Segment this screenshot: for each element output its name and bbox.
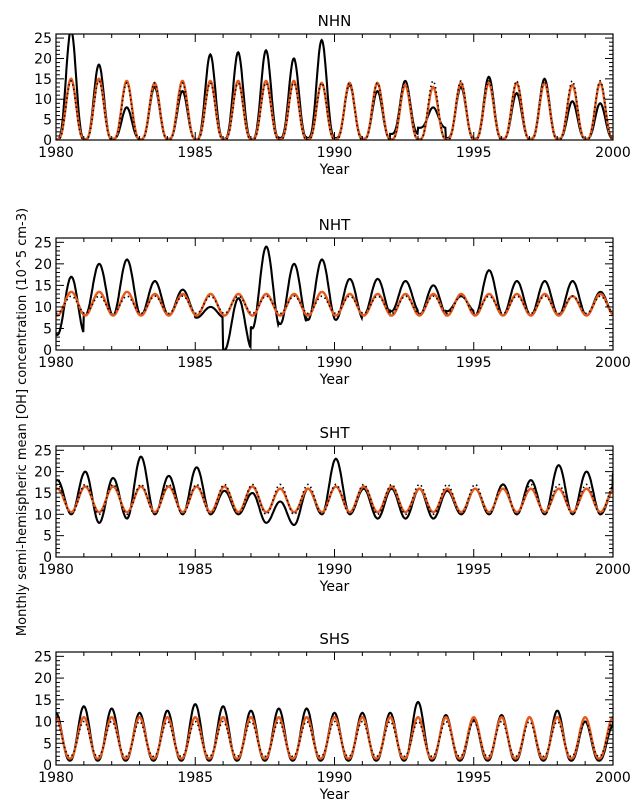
x-axis-label: Year [319,372,350,388]
panel-0: NHN 1980 1985 1990 1995 2000 0 5 10 15 20 25 Year [34,12,631,178]
y-tick-label: 15 [34,693,52,709]
axes-frame [55,237,614,351]
x-tick-label: 1985 [177,562,213,578]
y-tick-label: 5 [43,113,52,129]
y-tick-label: 10 [34,300,52,316]
y-tick-label: 10 [34,507,52,523]
series-line-0 [56,245,613,350]
y-tick-label: 5 [43,736,52,752]
y-tick-label: 15 [34,72,52,88]
x-tick-label: 1995 [456,770,492,786]
x-tick-label: 1980 [38,562,74,578]
x-tick-label: 1990 [317,355,353,371]
panel-title: SHT [320,424,351,442]
x-tick-label: 2000 [595,145,631,161]
y-tick-label: 20 [34,257,52,273]
x-tick-label: 2000 [595,562,631,578]
y-tick-label: 20 [34,51,52,67]
series-line-0 [56,34,613,140]
axes-frame [55,651,614,766]
y-tick-label: 5 [43,321,52,337]
series-line-2 [56,79,613,140]
x-tick-label: 1990 [317,770,353,786]
panel-title: NHT [319,216,352,234]
x-tick-label: 2000 [595,355,631,371]
x-axis-label: Year [319,787,350,803]
series-line-0 [56,700,613,762]
y-tick-label: 25 [34,235,52,251]
series-line-1 [56,485,613,514]
panel-title: SHS [319,630,349,648]
y-tick-label: 20 [34,671,52,687]
y-tick-label: 10 [34,92,52,108]
shared-y-axis-label: Monthly semi-hemispheric mean [OH] conce… [15,208,30,636]
series-line-2 [56,483,613,516]
panel-3: SHS 1980 1985 1990 1995 2000 0 5 10 15 20 25 Year [34,630,631,803]
y-tick-label: 25 [34,649,52,665]
y-tick-label: 0 [43,343,52,359]
x-tick-label: 1995 [456,145,492,161]
x-tick-label: 1995 [456,355,492,371]
y-tick-label: 25 [34,31,52,47]
x-tick-label: 1990 [317,562,353,578]
x-tick-label: 1980 [38,355,74,371]
x-tick-label: 1985 [177,145,213,161]
y-tick-label: 10 [34,715,52,731]
x-tick-label: 1990 [317,145,353,161]
panel-title: NHN [318,12,352,30]
series-line-1 [56,715,613,760]
y-tick-label: 5 [43,529,52,545]
x-tick-label: 2000 [595,770,631,786]
x-tick-label: 1995 [456,562,492,578]
y-tick-label: 20 [34,465,52,481]
y-tick-label: 0 [43,550,52,566]
x-tick-label: 1980 [38,145,74,161]
x-axis-label: Year [319,162,350,178]
axes-frame [55,33,614,141]
series-line-1 [56,77,613,140]
y-tick-label: 0 [43,133,52,149]
y-tick-label: 15 [34,278,52,294]
panel-1: NHT 1980 1985 1990 1995 2000 0 5 10 15 20 25 Year [34,216,631,388]
y-tick-label: 25 [34,443,52,459]
x-axis-label: Year [319,579,350,595]
series-line-2 [56,295,613,315]
series-line-2 [56,720,613,758]
y-tick-label: 0 [43,758,52,774]
x-tick-label: 1985 [177,355,213,371]
panel-2: SHT 1980 1985 1990 1995 2000 0 5 10 15 20 25 Year [34,424,631,595]
x-tick-label: 1985 [177,770,213,786]
x-tick-label: 1980 [38,770,74,786]
y-tick-label: 15 [34,486,52,502]
